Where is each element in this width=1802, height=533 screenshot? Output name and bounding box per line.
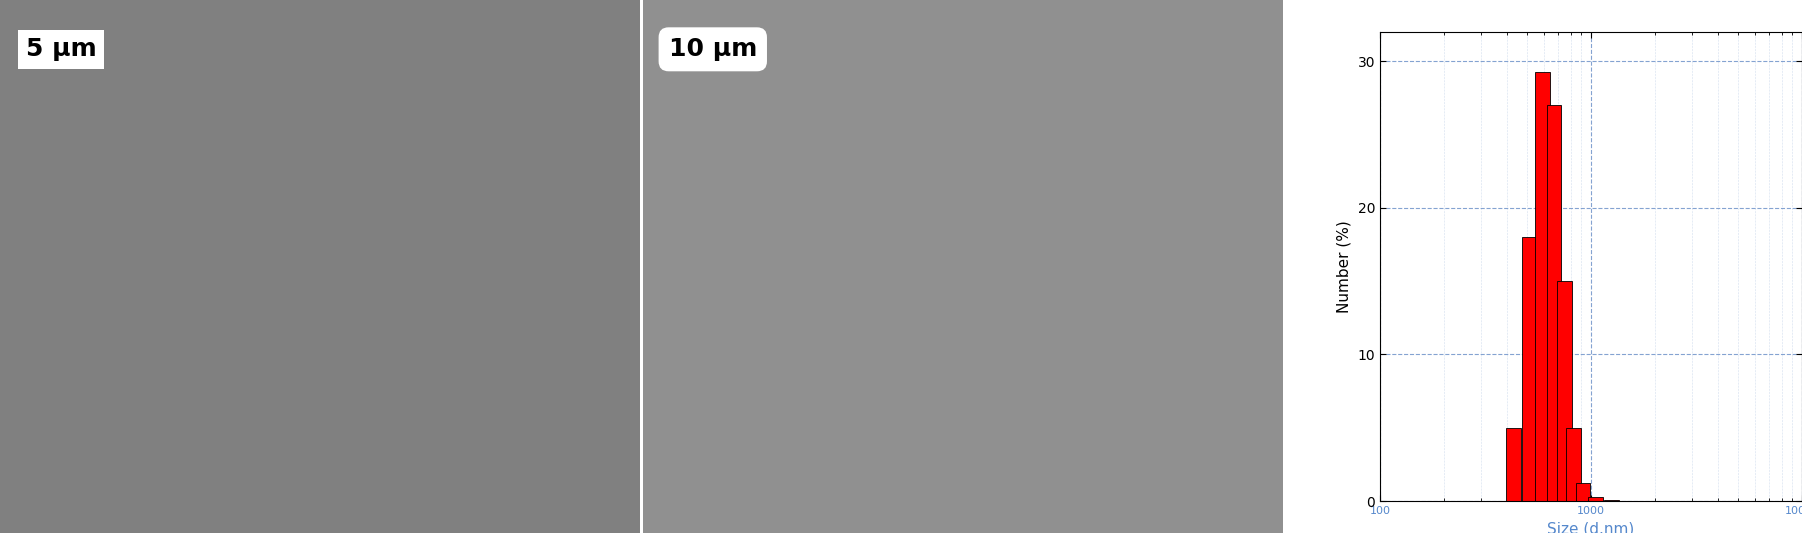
Text: 10 μm: 10 μm — [669, 37, 757, 61]
Bar — [1575, 483, 1591, 501]
X-axis label: Size (d.nm): Size (d.nm) — [1548, 521, 1634, 533]
Bar — [1546, 106, 1561, 501]
Bar — [1535, 71, 1550, 501]
Bar — [1521, 237, 1537, 501]
Text: 5 μm: 5 μm — [25, 37, 96, 61]
Y-axis label: Number (%): Number (%) — [1337, 220, 1352, 313]
Bar — [1557, 281, 1571, 501]
Bar — [1604, 500, 1618, 501]
Bar — [1566, 427, 1580, 501]
Bar — [1506, 427, 1521, 501]
Bar — [1588, 497, 1602, 501]
